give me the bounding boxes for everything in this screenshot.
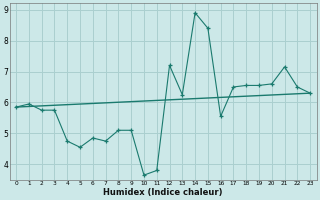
X-axis label: Humidex (Indice chaleur): Humidex (Indice chaleur) [103,188,223,197]
